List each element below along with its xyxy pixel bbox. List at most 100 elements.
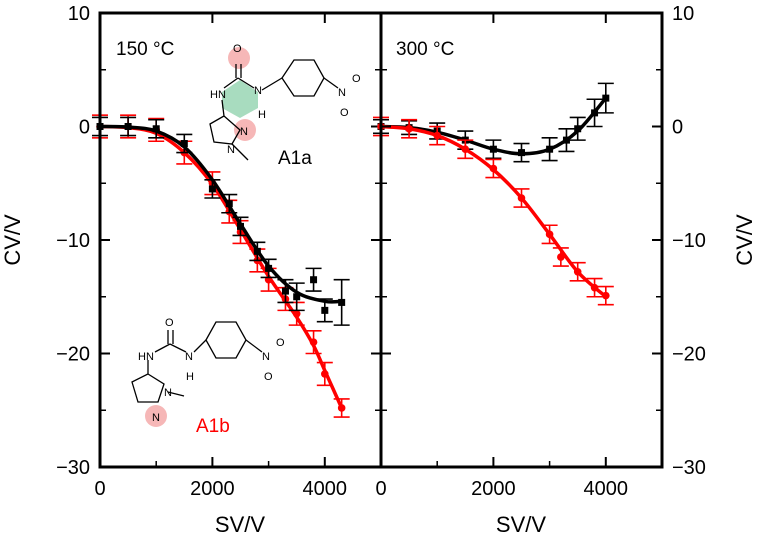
panel-150c-a1b-point-13 (337, 404, 346, 412)
panel-300c-a1b-point-7 (557, 253, 565, 261)
panel-300c-a1b-point-3 (461, 145, 470, 153)
panel-300c-a1b-point-2 (433, 131, 442, 140)
panel-300c-label: 300 °C (396, 39, 454, 60)
a1a-urea-bonds (223, 77, 283, 91)
a1a-carbonyl-bond (235, 64, 242, 78)
panel-150c-series (92, 114, 350, 418)
panel-300c-a1a-point-9 (591, 109, 599, 117)
a1a-pyrazole-ring (209, 99, 241, 145)
panel-300c-x-tick-label-1: 2000 (471, 478, 516, 500)
panel-300c-y-tick-label-2: −10 (672, 230, 706, 252)
panel-150c-a1a-point-10 (293, 293, 301, 301)
a1b-benzene-ring (205, 321, 247, 359)
panel-300c-y-tick-label-3: −20 (672, 344, 706, 366)
panel-150c-x-tick-label-0: 0 (94, 478, 105, 500)
left-y-axis-label: CV/V (0, 214, 25, 266)
panel-150c-a1a-point-9 (281, 287, 289, 295)
a1a-nitrogen-highlight (234, 119, 256, 141)
a1a-methyl-bond (231, 143, 249, 161)
a1b-nitro-bond (245, 339, 263, 353)
panel-300c-x-tick-label-0: 0 (375, 478, 386, 500)
panel-300c-a1a-point-5 (518, 149, 525, 157)
panel-150c-ticks: 0 2000 4000 10 0 −10 −20 −30 (56, 3, 381, 500)
panel-150c-y-tick-label-4: −30 (56, 457, 90, 479)
a1b-molecule-label: A1b (196, 416, 230, 437)
a1a-oxygen-highlight (228, 47, 250, 69)
a1a-nitro-bond (323, 77, 339, 89)
panel-150c-a1b-point-11 (309, 338, 318, 346)
a1a-atom-nitro-o1: O (352, 73, 361, 85)
a1b-atom-h: H (186, 371, 194, 383)
a1a-atom-n: N (254, 85, 262, 97)
panel-150c-a1a-point-8 (265, 264, 273, 272)
panel-150c-x-tick-label-1: 2000 (190, 478, 235, 500)
molecule-a1b-structure: O HN N H N N N O O A1b (131, 317, 285, 437)
panel-150c-y-tick-label-1: 0 (79, 117, 90, 139)
panel-300c-a1a-point-10 (602, 94, 610, 102)
a1b-atom-nitro-o2: O (264, 371, 273, 383)
right-y-axis-label: CV/V (732, 214, 757, 266)
a1b-urea-bonds (154, 339, 207, 353)
a1b-atom-nitro-n: N (262, 351, 270, 363)
a1b-nitrogen-highlight (145, 405, 167, 427)
panel-300c-frame (379, 11, 664, 469)
panel-150c-x-tick-label-2: 4000 (303, 478, 348, 500)
panel-150c-a1b-point-12 (321, 370, 329, 378)
panel-300c-x-tick-label-2: 4000 (584, 478, 629, 500)
panel-300c: 0 2000 4000 10 0 −10 −20 −30 300 °C (373, 3, 706, 500)
panel-300c-a1b-point-5 (517, 194, 526, 202)
panel-150c-a1a-point-6 (237, 222, 244, 230)
panel-300c-y-tick-label-0: 10 (672, 3, 694, 25)
panel-150c-y-tick-label-2: −10 (56, 230, 90, 252)
panel-150c-x-axis-label: SV/V (215, 512, 265, 537)
a1a-atom-o: O (233, 43, 242, 55)
a1a-atom-nitro-o2: O (340, 107, 349, 119)
a1b-atom-o: O (165, 317, 174, 329)
panel-150c-a1a-point-12 (321, 306, 329, 314)
a1a-hbond-ring-highlight (222, 80, 258, 118)
panel-150c-label: 150 °C (116, 39, 174, 60)
panel-150c: 0 2000 4000 10 0 −10 −20 −30 150 °C (56, 3, 383, 500)
panel-300c-a1b-point-4 (489, 164, 498, 173)
panel-300c-a1b-point-8 (573, 267, 582, 276)
panel-300c-series (373, 82, 614, 306)
panel-150c-a1a-point-7 (253, 247, 261, 255)
a1b-pyrazole-ring (131, 360, 165, 403)
a1a-atom-h: H (258, 109, 266, 121)
panel-300c-x-axis-label: SV/V (496, 512, 546, 537)
a1b-atom-n2: N (152, 412, 160, 424)
panel-300c-a1a-point-8 (574, 125, 582, 133)
a1a-atom-n2: N (240, 126, 248, 138)
panel-300c-a1b-point-9 (590, 283, 599, 292)
panel-300c-a1a-point-4 (489, 145, 497, 153)
panel-150c-a1a-point-2 (152, 125, 160, 133)
panel-300c-a1b-point-10 (602, 291, 610, 300)
panel-150c-y-tick-label-3: −20 (56, 344, 90, 366)
panel-150c-a1a-point-1 (124, 123, 132, 130)
a1b-methyl-bond (167, 391, 185, 397)
panel-150c-a1a-point-5 (225, 200, 233, 208)
panel-150c-y-tick-label-0: 10 (68, 3, 90, 25)
panel-150c-a1a-point-4 (208, 185, 216, 193)
panel-300c-a1a-point-6 (546, 145, 554, 153)
panel-300c-a1a-point-7 (562, 136, 570, 144)
a1a-molecule-label: A1a (278, 148, 312, 169)
panel-300c-a1b-point-1 (405, 124, 413, 133)
panel-300c-ticks: 0 2000 4000 10 0 −10 −20 −30 (375, 3, 706, 500)
panel-150c-a1b-point-10 (292, 309, 301, 318)
panel-300c-a1b-point-6 (545, 230, 554, 239)
a1a-benzene-ring (281, 59, 325, 97)
a1a-atom-n1: N (227, 144, 235, 156)
a1b-atom-nitro-o1: O (276, 337, 285, 349)
a1b-carbonyl-bond (167, 330, 174, 344)
panel-150c-a1a-point-11 (310, 276, 318, 284)
a1a-atom-hn: HN (210, 89, 226, 101)
panel-300c-y-tick-label-4: −30 (672, 457, 706, 479)
a1b-atom-n1: N (164, 387, 172, 399)
a1b-atom-n: N (185, 351, 193, 363)
panel-150c-a1a-point-3 (180, 140, 188, 148)
molecule-a1a-structure: O HN N H N N N O O A1a (209, 43, 361, 169)
a1b-atom-hn: HN (138, 351, 154, 363)
panel-300c-y-tick-label-1: 0 (672, 117, 683, 139)
